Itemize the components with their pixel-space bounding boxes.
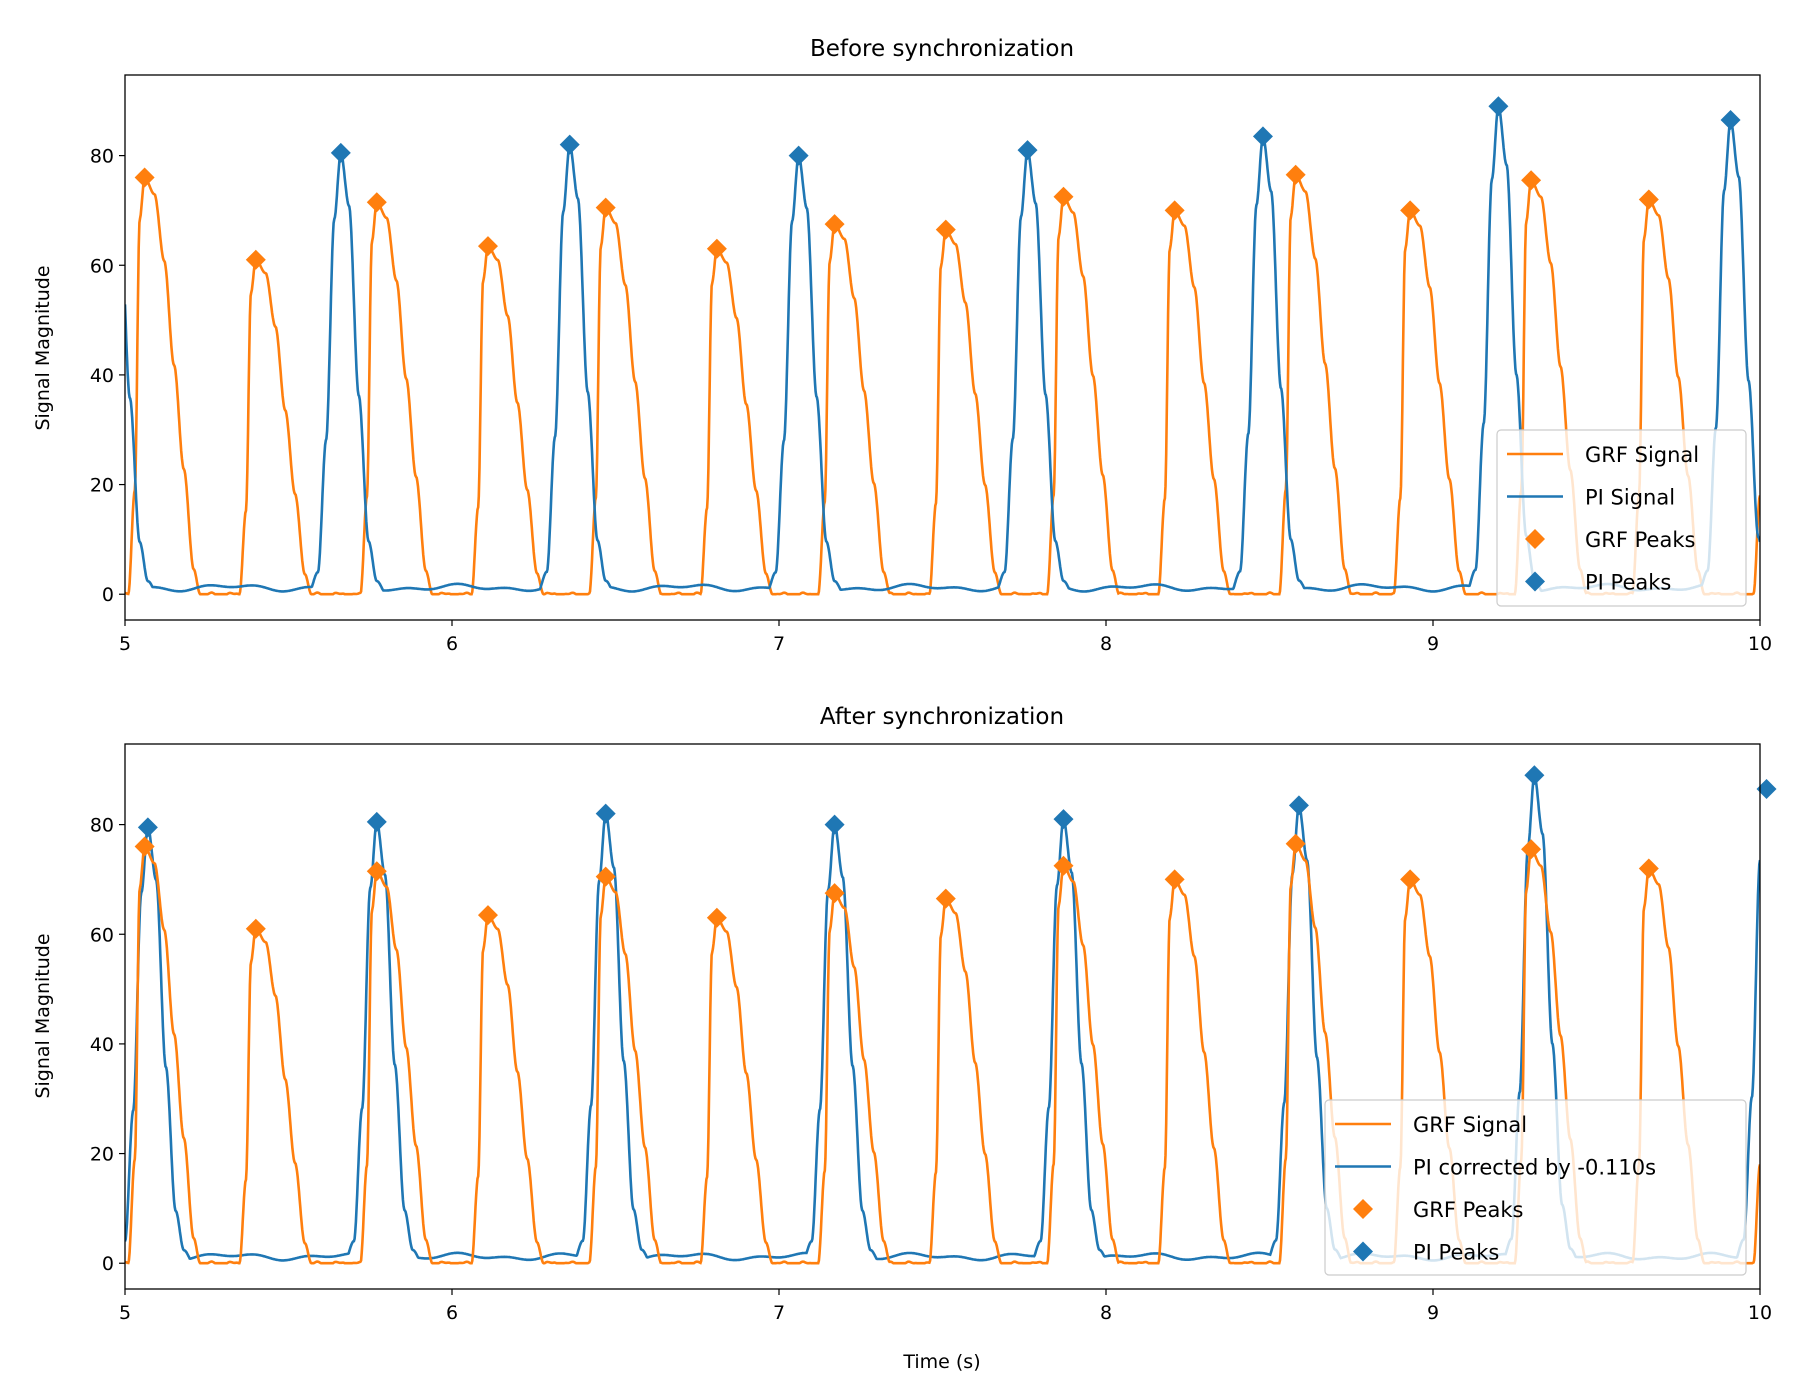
pi-peak-marker [137,817,158,838]
y-tick-label: 60 [90,255,114,277]
x-tick-label: 9 [1427,633,1439,655]
x-tick-label: 10 [1748,633,1772,655]
grf-peak-marker [1285,833,1306,854]
y-tick-label: 60 [90,924,114,946]
pi-peak-marker [1288,795,1309,816]
grf-peak-marker [1521,170,1542,191]
pi-peak-marker [1720,109,1741,130]
grf-peak-marker [1164,200,1185,221]
grf-peak-marker [1400,200,1421,221]
x-tick-label: 9 [1427,1302,1439,1324]
y-tick-label: 40 [90,365,114,387]
legend-label: PI corrected by -0.110s [1413,1156,1656,1180]
y-tick-label: 0 [102,1253,114,1275]
pi-peak-marker [330,142,351,163]
grf-peak-marker [1521,839,1542,860]
legend-label: GRF Peaks [1585,528,1695,552]
pi-peak-marker [1053,809,1074,830]
y-tick-label: 0 [102,584,114,606]
y-tick-label: 40 [90,1034,114,1056]
grf-peak-marker [595,197,616,218]
legend-pi-peak-marker [1353,1241,1373,1262]
pi-peak-marker [824,814,845,835]
pi-peak-marker [1488,96,1509,117]
legend-box [1324,1099,1747,1276]
grf-peak-marker [824,883,845,904]
x-tick-label: 7 [773,633,785,655]
y-axis-label: Signal Magnitude [32,933,54,1098]
grf-signal-line [125,173,1760,596]
pi-peak-marker [595,803,616,824]
grf-peak-marker [1053,855,1074,876]
subplot-before: Before synchronization Signal Magnitude … [32,36,1772,655]
axes-frame [124,743,1761,1290]
chart-title: After synchronization [820,704,1064,730]
chart-title: Before synchronization [810,36,1074,62]
x-tick-label: 6 [446,633,458,655]
pi-peak-marker [1756,778,1777,799]
grf-peak-marker [1164,869,1185,890]
grf-peak-marker [1285,164,1306,185]
x-tick-label: 7 [773,1302,785,1324]
x-tick-label: 5 [119,633,131,655]
y-tick-label: 20 [90,1144,114,1166]
pi-peak-marker [1017,140,1038,161]
x-axis-label: Time (s) [902,1351,980,1373]
grf-peak-marker [706,907,727,928]
legend: GRF Signal PI corrected by -0.110s GRF Pea… [1324,1099,1747,1276]
x-tick-label: 8 [1100,633,1112,655]
grf-peak-marker [824,214,845,235]
axes-frame [124,74,1761,621]
grf-peak-marker [134,836,155,857]
grf-peak-marker [366,861,387,882]
legend-label: PI Peaks [1585,571,1671,595]
grf-peak-marker [706,238,727,259]
plot-area [125,103,1760,596]
grf-peak-marker [1400,869,1421,890]
legend-grf-peak-marker [1525,529,1545,549]
x-tick-label: 6 [446,1302,458,1324]
legend-label: GRF Signal [1413,1113,1527,1137]
grf-peak-marker [366,192,387,213]
y-tick-label: 20 [90,475,114,497]
legend: GRF Signal PI Signal GRF Peaks PI Peaks [1496,429,1747,607]
grf-peak-marker [935,888,956,909]
grf-peak-marker [595,866,616,887]
y-tick-label: 80 [90,815,114,837]
x-tick-label: 10 [1748,1302,1772,1324]
legend-label: PI Signal [1585,486,1675,510]
legend-label: GRF Peaks [1413,1198,1523,1222]
subplot-after: After synchronization Signal Magnitude T… [32,704,1777,1373]
x-tick-label: 8 [1100,1302,1112,1324]
grf-peak-marker [477,236,498,257]
legend-label: GRF Signal [1585,443,1699,467]
grf-peak-marker [477,905,498,926]
legend-label: PI Peaks [1413,1241,1499,1265]
x-tick-label: 5 [119,1302,131,1324]
legend-grf-peak-marker [1353,1199,1373,1219]
pi-peak-marker [559,134,580,155]
grf-peak-marker [134,167,155,188]
legend-pi-peak-marker [1525,571,1545,592]
grf-peak-marker [1638,189,1659,210]
y-axis-label: Signal Magnitude [32,265,54,430]
grf-peak-marker [245,249,266,270]
y-tick-label: 80 [90,146,114,168]
grf-peak-marker [245,918,266,939]
grf-peak-marker [935,219,956,240]
legend-box [1496,429,1747,607]
pi-signal-line [125,103,1760,593]
pi-peak-marker [1524,765,1545,786]
pi-peak-marker [1252,126,1273,147]
pi-peak-marker [366,811,387,832]
grf-peak-marker [1638,858,1659,879]
grf-peak-marker [1053,186,1074,207]
pi-peak-marker [788,145,809,166]
